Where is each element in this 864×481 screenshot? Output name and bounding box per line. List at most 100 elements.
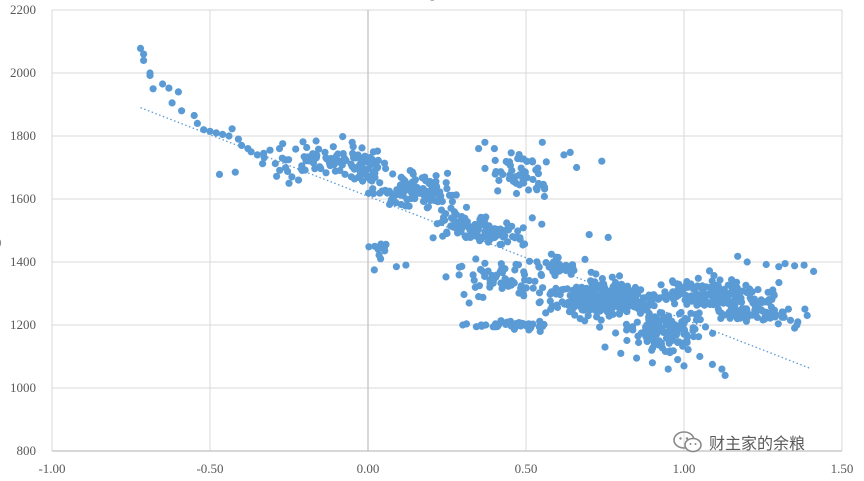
data-point [577,294,585,302]
data-point [652,330,661,338]
watermark: 财主家的余粮 [673,429,805,455]
data-point [495,176,503,184]
data-point [643,337,651,345]
data-point [666,347,674,355]
data-point [427,189,435,197]
data-point [800,261,808,269]
x-tick-label: 1.00 [673,461,696,476]
data-point [206,127,214,135]
data-point [321,148,329,156]
data-point [536,327,544,335]
data-point [278,154,286,162]
data-point [491,225,499,233]
data-point [708,360,717,368]
data-point [660,313,668,321]
data-point [322,169,330,177]
data-point [786,316,795,324]
data-point [519,224,527,232]
data-point [491,170,499,178]
data-point [273,172,281,180]
data-point [682,281,690,289]
data-point [728,281,736,289]
data-point [604,233,612,241]
data-point [408,168,417,176]
data-point [563,285,571,293]
data-point [461,214,469,222]
data-point [325,158,333,166]
y-tick-labels: 800 1000 1200 1400 1600 1800 2000 2200 [10,2,36,458]
y-tick-label: 800 [17,443,37,458]
data-point [392,263,400,271]
data-point [524,186,533,194]
data-point [442,273,450,281]
data-point [628,291,636,299]
data-point [311,165,319,173]
data-point [497,168,505,176]
data-point [520,179,528,187]
data-point [696,316,704,324]
data-point [668,277,677,285]
data-point [465,299,473,307]
data-point [535,289,544,297]
data-point [767,303,776,311]
data-point [396,191,405,199]
data-point [775,263,783,271]
data-point [496,240,504,249]
data-point [538,138,546,146]
data-point [168,99,176,107]
data-point [581,255,589,263]
data-point [617,280,626,288]
data-point [512,260,520,268]
data-point [410,186,418,194]
data-point [595,300,603,308]
data-point [253,151,261,159]
data-point [702,298,710,306]
data-point [299,138,307,146]
data-point [443,169,452,177]
data-point [733,313,742,321]
data-point [748,288,756,296]
y-tick-label: 2000 [10,65,36,80]
data-point [501,277,509,285]
data-point [695,309,703,317]
data-point [522,284,530,292]
data-point [411,195,419,203]
data-point [675,310,684,318]
data-point [690,333,698,341]
data-point [633,318,641,326]
data-point [466,227,474,235]
data-point [353,164,361,172]
data-point [425,179,433,187]
data-point [311,150,319,158]
data-point [615,272,624,280]
data-point [482,321,490,329]
data-point [529,158,537,166]
data-point [793,321,801,329]
data-point [608,273,616,281]
data-point [493,322,502,331]
data-point [650,340,658,348]
data-point [588,296,596,305]
data-point [725,308,733,316]
data-point [383,189,391,197]
data-point [684,346,692,354]
data-point [611,289,619,297]
data-point [212,129,220,137]
data-point [301,166,309,174]
data-point [761,315,769,323]
data-point [441,216,449,224]
data-point [508,322,517,330]
data-point [556,291,564,299]
data-point [507,149,515,157]
data-point [397,173,405,181]
data-point [679,320,687,328]
data-point [312,137,320,145]
data-point [662,295,670,303]
data-point [629,323,637,331]
data-point [683,338,691,347]
data-point [525,277,533,285]
data-point [136,44,145,53]
wechat-icon [673,431,702,453]
data-point [303,143,311,152]
data-point [541,185,549,193]
